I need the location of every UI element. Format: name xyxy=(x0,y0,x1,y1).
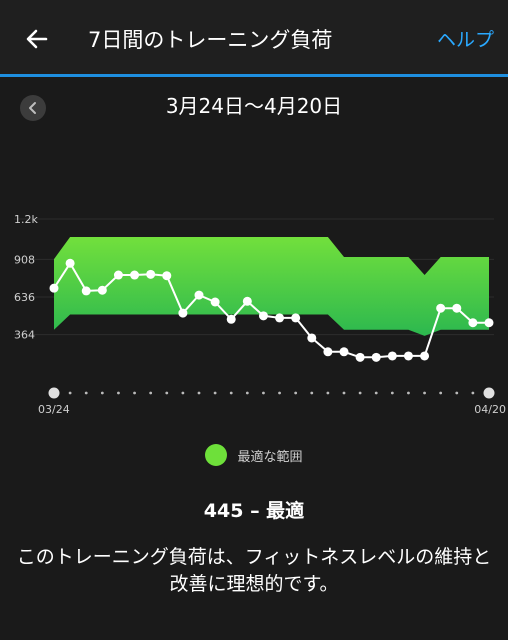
header-accent-line xyxy=(0,74,508,77)
top-app-bar: 7日間のトレーニング負荷 ヘルプ xyxy=(0,0,508,76)
x-axis-dot xyxy=(342,391,346,395)
data-point xyxy=(162,271,172,281)
data-point xyxy=(484,318,494,328)
data-point xyxy=(275,313,285,323)
page-title: 7日間のトレーニング負荷 xyxy=(88,28,333,52)
x-axis-dot xyxy=(197,391,201,395)
chevron-left-icon xyxy=(29,102,36,114)
x-axis-dot xyxy=(294,391,298,395)
back-arrow-icon[interactable] xyxy=(22,24,52,54)
data-point xyxy=(178,308,188,318)
data-point xyxy=(387,351,397,361)
data-point xyxy=(49,283,59,293)
x-axis-end-marker xyxy=(483,387,495,399)
x-axis-dot xyxy=(390,391,394,395)
data-point xyxy=(307,333,317,343)
legend-label: 最適な範囲 xyxy=(237,449,303,465)
chart-legend: 最適な範囲 xyxy=(0,440,508,470)
x-axis-dot xyxy=(133,391,136,395)
data-point xyxy=(452,303,462,313)
date-range-label: 3月24日～4月20日 xyxy=(165,94,343,118)
data-point xyxy=(242,296,252,306)
data-point xyxy=(371,352,381,362)
training-load-chart: 1.2k 908 636 364 03/24 04/20 xyxy=(14,213,506,416)
data-point xyxy=(130,270,140,280)
data-point xyxy=(210,297,220,307)
data-point xyxy=(194,290,204,300)
x-axis-dot xyxy=(407,391,410,395)
x-axis-dot xyxy=(68,391,72,395)
x-axis-dot xyxy=(439,391,443,395)
x-axis-dot xyxy=(262,391,265,395)
x-tick-label-start: 03/24 xyxy=(38,403,70,416)
x-axis-dot xyxy=(165,391,169,395)
data-point xyxy=(97,285,107,295)
data-point xyxy=(258,311,268,321)
data-point xyxy=(65,258,75,268)
x-axis-dot xyxy=(455,391,459,395)
x-axis-dot xyxy=(310,391,314,395)
data-point xyxy=(355,352,365,362)
x-axis-dot xyxy=(326,391,330,395)
green-dot-icon xyxy=(205,444,228,466)
x-axis-dot xyxy=(149,391,153,395)
load-summary: 445 – 最適 xyxy=(203,500,305,522)
x-axis-dot xyxy=(374,391,378,395)
x-axis-dot xyxy=(213,391,217,395)
data-point xyxy=(226,314,236,324)
x-axis-dot xyxy=(471,391,475,395)
optimal-range-band xyxy=(54,237,489,336)
data-point xyxy=(436,303,446,313)
x-axis-end-marker xyxy=(48,387,60,399)
data-point xyxy=(81,286,91,296)
x-axis-dot xyxy=(181,391,185,395)
y-tick-label: 636 xyxy=(14,291,35,304)
data-point xyxy=(403,351,413,361)
y-tick-label: 1.2k xyxy=(14,213,38,226)
data-point xyxy=(323,347,333,357)
x-axis-dot xyxy=(278,391,281,395)
help-link[interactable]: ヘルプ xyxy=(436,29,494,51)
data-point xyxy=(468,318,478,328)
x-axis-dot xyxy=(358,391,362,395)
x-axis-dot xyxy=(423,391,426,395)
data-point xyxy=(420,351,430,361)
x-tick-label-end: 04/20 xyxy=(474,403,506,416)
training-load-line xyxy=(53,262,489,359)
previous-period-button[interactable] xyxy=(20,95,46,121)
date-range-bar: 3月24日～4月20日 xyxy=(0,77,508,137)
x-axis-dot xyxy=(229,391,233,395)
x-axis-dot xyxy=(84,391,88,395)
data-point xyxy=(146,269,156,279)
load-description: このトレーニング負荷は、フィットネスレベルの維持と改善に理想的です。 xyxy=(16,546,492,595)
y-tick-label: 908 xyxy=(14,253,35,266)
x-axis-dot xyxy=(100,391,104,395)
y-tick-label: 364 xyxy=(14,329,35,342)
data-point xyxy=(339,347,349,357)
data-point xyxy=(291,313,301,323)
x-axis-dot xyxy=(117,391,120,395)
data-point xyxy=(113,270,123,280)
x-axis-dot xyxy=(245,391,249,395)
